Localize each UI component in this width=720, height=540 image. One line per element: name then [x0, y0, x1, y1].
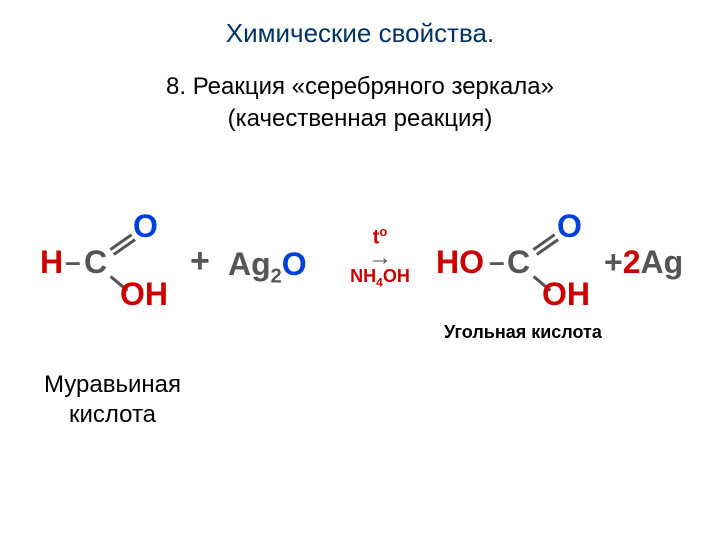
subtitle-line2: (качественная реакция) [228, 105, 493, 132]
atom-O: O [557, 208, 582, 245]
atom-OH: OH [542, 276, 590, 313]
plus-sign: + [190, 242, 210, 281]
coefficient-2: 2 [623, 244, 641, 280]
carbonic-acid-structure: HO – C O OH [436, 210, 606, 320]
reaction-conditions: to → NH4OH [340, 224, 420, 290]
atom-H: H [40, 244, 63, 281]
subtitle-line1: 8. Реакция «серебряного зеркала» [166, 73, 554, 100]
formic-label-line2: кислота [69, 401, 156, 428]
formic-acid-structure: H – C O OH [40, 210, 170, 310]
atom-Ag: Ag [228, 246, 271, 282]
bond-dash: – [65, 246, 81, 278]
reaction-arrow: → [340, 250, 420, 267]
silver-oxide: Ag2O [228, 246, 307, 288]
double-bond [532, 233, 559, 256]
atom-OH: OH [120, 276, 168, 313]
formic-acid-label: Муравьиная кислота [44, 370, 181, 430]
plus-sign: + [604, 244, 623, 280]
formic-label-line1: Муравьиная [44, 371, 181, 398]
page-title: Химические свойства. [0, 0, 720, 49]
catalyst-label: NH4OH [340, 266, 420, 290]
reaction-equation: H – C O OH + Ag2O to → NH4OH HO – C O OH… [0, 200, 720, 340]
atom-O: O [133, 208, 158, 245]
silver-product: +2Ag [604, 244, 683, 281]
atom-HO: HO [436, 244, 484, 281]
atom-C: C [84, 244, 107, 281]
atom-Ag: Ag [640, 244, 683, 280]
bond-dash: – [489, 246, 505, 278]
atom-C: C [507, 244, 530, 281]
subscript-2: 2 [271, 265, 282, 287]
subtitle: 8. Реакция «серебряного зеркала» (качест… [0, 71, 720, 136]
atom-O: O [282, 246, 307, 282]
carbonic-acid-label: Угольная кислота [444, 322, 602, 343]
